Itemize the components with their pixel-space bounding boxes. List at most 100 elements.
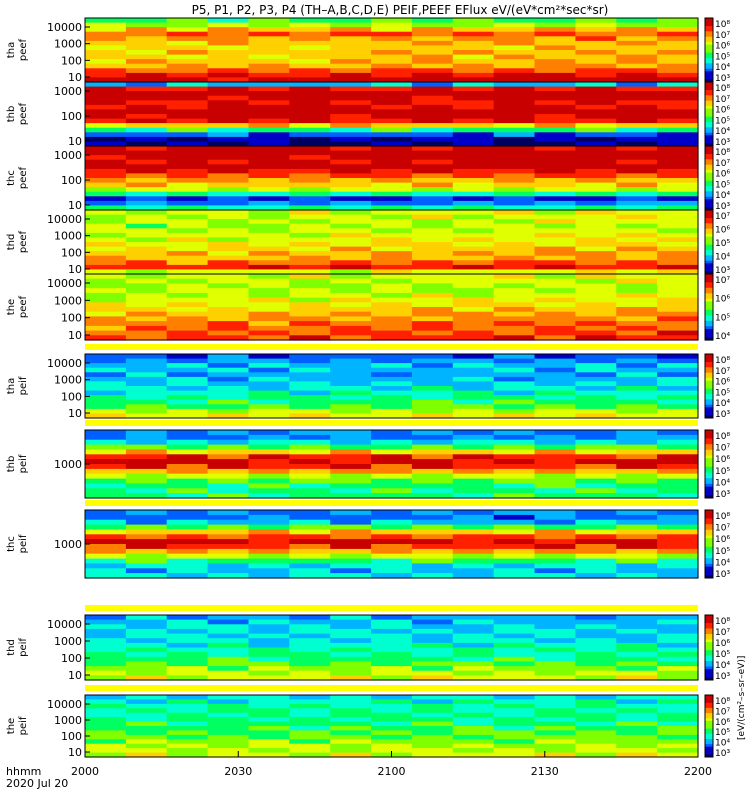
heatmap-cell: [452, 717, 495, 723]
heatmap-cell: [411, 214, 454, 220]
colorbar-step: [705, 407, 713, 411]
heatmap-cell: [616, 548, 658, 555]
heatmap-cell: [534, 118, 576, 124]
heatmap-cell: [125, 633, 168, 639]
heatmap-cell: [330, 430, 372, 436]
heatmap-cell: [657, 493, 699, 499]
heatmap-cell: [493, 136, 536, 143]
heatmap-cell: [493, 54, 536, 60]
heatmap-cell: [248, 708, 290, 714]
heatmap-cell: [452, 529, 495, 535]
heatmap-cell: [657, 666, 699, 672]
colorbar-step: [705, 399, 713, 403]
heatmap-cell: [575, 483, 617, 489]
y-tick-label: 10: [68, 71, 82, 84]
heatmap-cell: [166, 260, 209, 266]
heatmap-cell: [657, 168, 699, 175]
heatmap-cell: [657, 200, 699, 207]
heatmap-cell: [289, 529, 331, 535]
heatmap-cell: [493, 200, 536, 207]
heatmap-cell: [411, 695, 454, 700]
heatmap-cell: [493, 493, 536, 499]
heatmap-cell: [657, 95, 699, 101]
colorbar-step: [705, 661, 713, 665]
heatmap-cell: [166, 358, 209, 364]
heatmap-cell: [85, 539, 127, 545]
heatmap-cell: [616, 269, 658, 275]
colorbar-step: [705, 74, 713, 78]
heatmap-cell: [125, 260, 168, 266]
heatmap-cell: [289, 721, 331, 727]
heatmap-cell: [371, 514, 413, 521]
heatmap-cell: [493, 109, 536, 115]
y-tick-label: 100: [61, 730, 82, 743]
colorbar-step: [705, 95, 713, 99]
heatmap-cell: [289, 288, 331, 294]
heatmap-cell: [657, 358, 699, 364]
heatmap-cell: [371, 468, 413, 475]
colorbar-step: [705, 199, 713, 203]
heatmap-cell: [534, 187, 576, 193]
heatmap-cell: [207, 321, 250, 327]
heatmap-cell: [248, 514, 290, 521]
colorbar-step: [705, 207, 713, 211]
heatmap-cell: [207, 748, 250, 754]
heatmap-cell: [452, 150, 495, 156]
heatmap-cell: [125, 251, 168, 257]
colorbar-tick-label: 10⁷: [715, 276, 730, 286]
heatmap-cell: [657, 444, 699, 451]
colorbar-step: [705, 100, 713, 104]
heatmap-cell: [289, 615, 331, 621]
heatmap-cell: [85, 200, 127, 207]
heatmap-cell: [534, 242, 576, 248]
heatmap-cell: [248, 196, 290, 202]
heatmap-cell: [289, 159, 331, 165]
heatmap-cell: [166, 376, 209, 383]
heatmap-cell: [616, 200, 658, 207]
heatmap-cell: [616, 146, 658, 152]
colorbar-step: [705, 555, 713, 559]
colorbar-step: [705, 156, 713, 160]
heatmap-cell: [534, 59, 576, 65]
heatmap-cell: [330, 31, 372, 37]
heatmap-cell: [657, 363, 699, 369]
heatmap-cell: [616, 155, 658, 161]
heatmap-cell: [657, 730, 699, 736]
colorbar-tick-label: 10⁶: [715, 378, 730, 388]
colorbar-step: [705, 234, 713, 238]
heatmap-cell: [371, 439, 413, 446]
heatmap-cell: [330, 219, 372, 225]
heatmap-cell: [125, 168, 168, 175]
heatmap-cell: [85, 712, 127, 718]
heatmap-cell: [575, 274, 617, 280]
colorbar-step: [705, 751, 713, 755]
heatmap-cell: [207, 77, 250, 83]
heatmap-cell: [452, 141, 495, 147]
heatmap-cell: [616, 413, 658, 419]
colorbar-tick-label: 10⁵: [715, 116, 730, 126]
heatmap-cell: [657, 59, 699, 65]
heatmap-cell: [85, 109, 127, 115]
colorbar-step: [705, 223, 713, 227]
heatmap-cell: [411, 251, 454, 257]
heatmap-cell: [85, 439, 127, 446]
heatmap-cell: [575, 454, 617, 460]
heatmap-cell: [166, 242, 209, 248]
heatmap-cell: [125, 132, 168, 138]
heatmap-cell: [166, 27, 209, 33]
heatmap-cell: [289, 488, 331, 494]
colorbar-step: [705, 478, 713, 482]
heatmap-cell: [248, 283, 290, 289]
heatmap-cell: [575, 510, 617, 516]
heatmap-cell: [125, 363, 168, 369]
heatmap-cell: [289, 413, 331, 419]
heatmap-cell: [85, 464, 127, 470]
heatmap-cell: [493, 146, 536, 152]
heatmap-cell: [493, 237, 536, 243]
colorbar-step: [705, 285, 713, 289]
heatmap-cell: [371, 40, 413, 47]
heatmap-cell: [616, 59, 658, 65]
heatmap-cell: [330, 22, 372, 28]
heatmap-cell: [371, 187, 413, 193]
heatmap-cell: [289, 302, 331, 308]
